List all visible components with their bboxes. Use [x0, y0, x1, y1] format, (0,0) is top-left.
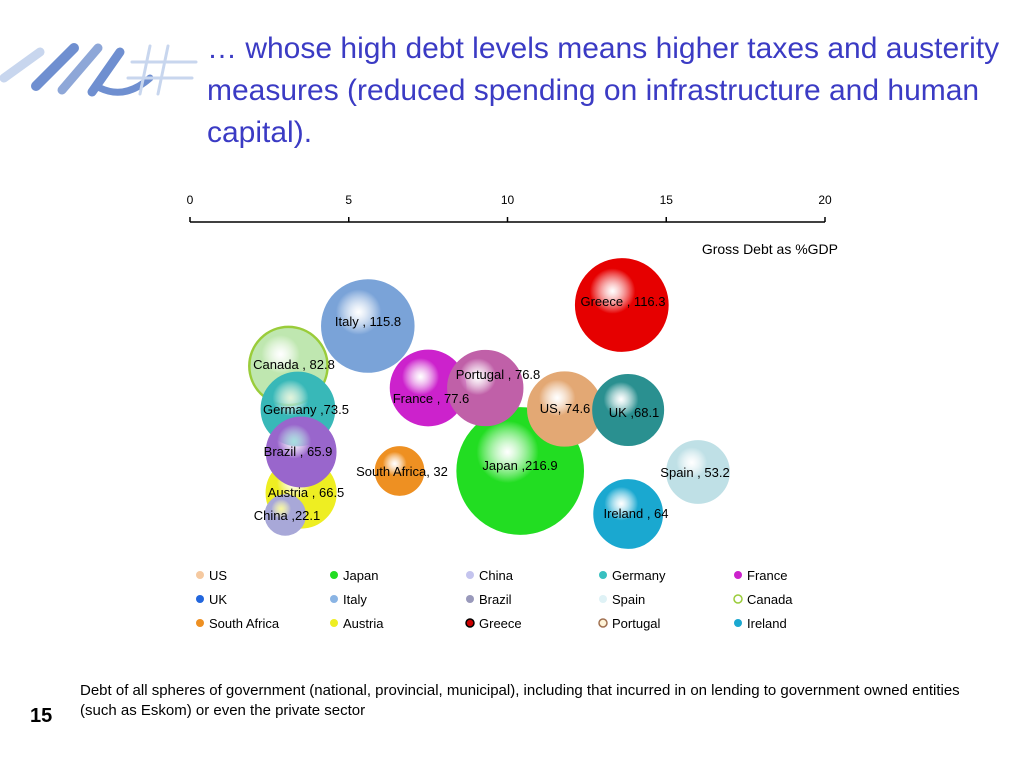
legend-label: South Africa [209, 616, 280, 631]
legend-label: Spain [612, 592, 645, 607]
bubble-label-south-africa: South Africa, 32 [356, 464, 448, 479]
legend-marker [599, 571, 607, 579]
bubble-label-japan: Japan ,216.9 [482, 458, 557, 473]
bubbles [248, 258, 730, 549]
legend-item-ireland: Ireland [734, 616, 787, 631]
bubble-chart: 0 5 10 15 20 Gross Debt as %GDP Greece , 116… [187, 193, 838, 631]
legend-item-japan: Japan [330, 568, 378, 583]
bubble-spain [666, 440, 730, 504]
bubble-label-france: France , 77.6 [393, 391, 470, 406]
legend-marker [599, 595, 607, 603]
legend-label: Brazil [479, 592, 512, 607]
legend-item-portugal: Portugal [598, 616, 661, 631]
bubble-south-africa [374, 446, 425, 496]
legend-marker [734, 571, 742, 579]
bubble-label-spain: Spain , 53.2 [660, 465, 729, 480]
legend-marker [330, 571, 338, 579]
bubble-uk [592, 374, 665, 446]
legend-label: Portugal [612, 616, 661, 631]
legend-label: France [747, 568, 787, 583]
footnote: Debt of all spheres of government (natio… [80, 682, 960, 719]
x-axis: 0 5 10 15 20 [187, 193, 832, 223]
legend-item-us: US [196, 568, 227, 583]
bubble-label-austria: Austria , 66.5 [268, 485, 345, 500]
bubble-label-italy: Italy , 115.8 [335, 314, 401, 329]
legend-label: China [479, 568, 514, 583]
x-tick-label: 0 [187, 193, 194, 207]
legend-item-germany: Germany [599, 568, 666, 583]
legend-item-spain: Spain [599, 592, 645, 607]
legend-item-italy: Italy [330, 592, 367, 607]
bubble-label-canada: Canada , 82.8 [253, 357, 335, 372]
bubble-label-us: US, 74.6 [540, 401, 591, 416]
legend-label: Greece [479, 616, 522, 631]
bubble-label-germany: Germany ,73.5 [263, 402, 349, 417]
bubble-label-ireland: Ireland , 64 [603, 506, 668, 521]
x-tick-label: 5 [345, 193, 352, 207]
legend-item-canada: Canada [733, 592, 793, 607]
legend-item-brazil: Brazil [466, 592, 512, 607]
legend-label: US [209, 568, 227, 583]
bubble-label-portugal: Portugal , 76.8 [456, 367, 541, 382]
legend-label: Japan [343, 568, 378, 583]
legend-item-france: France [734, 568, 787, 583]
legend-item-china: China [466, 568, 514, 583]
legend-label: Austria [343, 616, 384, 631]
bubble-label-china: China ,22.1 [254, 508, 321, 523]
legend-marker [196, 571, 204, 579]
slide-number: 15 [30, 705, 53, 727]
legend-marker [733, 594, 743, 604]
bubble-china [264, 494, 306, 536]
bubble-label-brazil: Brazil , 65.9 [264, 444, 333, 459]
legend-label: Germany [612, 568, 666, 583]
legend-marker [598, 618, 608, 628]
legend-marker [330, 595, 338, 603]
legend-marker [196, 619, 204, 627]
bubble-ireland [593, 479, 664, 549]
legend-item-austria: Austria [330, 616, 384, 631]
legend-marker [466, 571, 474, 579]
legend-marker [466, 595, 474, 603]
bubble-label-uk: UK ,68.1 [609, 405, 660, 420]
slide-title: … whose high debt levels means higher ta… [207, 32, 1000, 149]
legend-label: Ireland [747, 616, 787, 631]
logo-icon [0, 43, 198, 97]
legend-marker [196, 595, 204, 603]
legend: US Japan China Germany France UK Italy Brazil Sp… [196, 568, 793, 631]
bubble-greece [574, 258, 669, 352]
legend-label: Italy [343, 592, 367, 607]
x-axis-label: Gross Debt as %GDP [702, 241, 838, 257]
legend-label: Canada [747, 592, 793, 607]
x-tick-label: 10 [501, 193, 515, 207]
x-tick-label: 20 [818, 193, 832, 207]
legend-marker [330, 619, 338, 627]
x-tick-label: 15 [660, 193, 674, 207]
legend-item-south-africa: South Africa [196, 616, 280, 631]
bubble-brazil [265, 416, 337, 488]
legend-item-greece: Greece [465, 616, 522, 631]
legend-label: UK [209, 592, 227, 607]
bubble-label-greece: Greece , 116.3 [580, 294, 665, 309]
bubble-portugal [447, 349, 524, 427]
legend-item-uk: UK [196, 592, 227, 607]
bubble-labels: Greece , 116.3 Italy , 115.8 Canada , 82.8… [253, 294, 730, 523]
bubble-italy [321, 279, 415, 373]
legend-marker [734, 619, 742, 627]
legend-marker [465, 618, 475, 628]
